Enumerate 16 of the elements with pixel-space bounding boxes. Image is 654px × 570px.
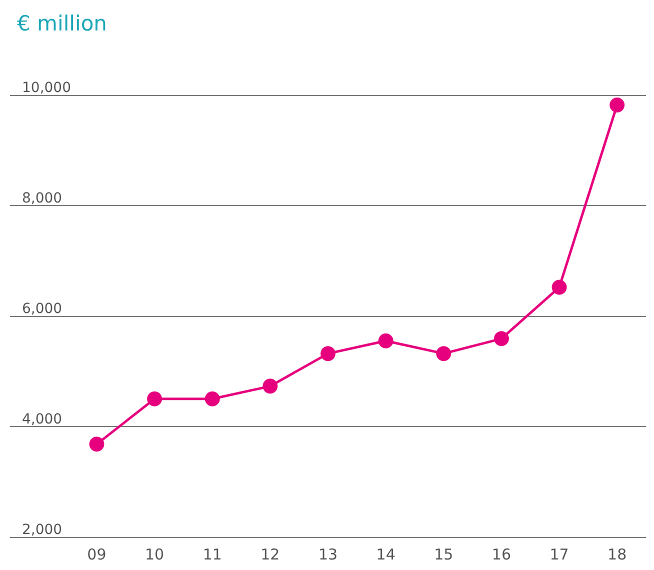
x-tick-label: 09 <box>87 546 106 564</box>
x-tick-label: 11 <box>202 546 222 564</box>
x-tick-label: 14 <box>376 546 396 564</box>
y-tick-label: 10,000 <box>22 80 71 96</box>
x-tick-label: 16 <box>492 546 511 564</box>
y-axis-title: € million <box>17 12 107 36</box>
x-tick-label: 18 <box>608 546 627 564</box>
y-tick-label: 4,000 <box>22 412 62 428</box>
x-tick-label: 10 <box>145 546 164 564</box>
x-tick-label: 15 <box>434 546 454 564</box>
y-tick-label: 8,000 <box>22 190 62 206</box>
x-tick-label: 13 <box>318 546 338 564</box>
x-tick-label: 17 <box>550 546 569 564</box>
x-tick-label: 12 <box>260 546 280 564</box>
y-tick-label: 6,000 <box>22 301 62 317</box>
y-tick-label: 2,000 <box>22 522 62 538</box>
